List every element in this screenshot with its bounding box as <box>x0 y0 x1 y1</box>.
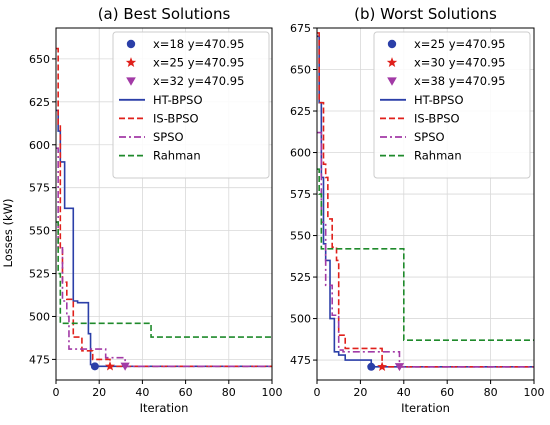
x-tick-label: 0 <box>53 386 60 399</box>
series-line-rahman <box>317 168 534 341</box>
x-tick-label: 100 <box>524 386 545 399</box>
legend-marker-2 <box>125 57 137 68</box>
legend-entry-label: IS-BPSO <box>153 111 199 125</box>
legend-entry-label: x=25 y=470.95 <box>414 37 505 51</box>
y-tick-label: 675 <box>290 22 311 35</box>
x-axis-label: Iteration <box>401 401 450 415</box>
series-line-rahman <box>56 221 272 338</box>
legend: x=25 y=470.95 x=30 y=470.95 x=38 y=470.95 H… <box>373 31 531 179</box>
legend-entry-label: x=30 y=470.95 <box>414 56 505 70</box>
legend-entry-label: x=38 y=470.95 <box>414 74 505 88</box>
legend-entry-label: SPSO <box>414 130 445 144</box>
data-point-marker-2 <box>377 361 388 372</box>
x-tick-label: 40 <box>397 386 411 399</box>
y-tick-label: 500 <box>290 313 311 326</box>
panel-title: (b) Worst Solutions <box>354 5 497 23</box>
plot-frame <box>55 27 273 381</box>
y-tick-label: 600 <box>290 147 311 160</box>
x-tick-label: 0 <box>314 386 321 399</box>
series-line-is-bpso <box>317 32 534 368</box>
legend-entry-label: x=32 y=470.95 <box>153 74 244 88</box>
y-tick-label: 650 <box>290 64 311 77</box>
legend: x=18 y=470.95 x=25 y=470.95 x=32 y=470.95 H… <box>112 31 270 179</box>
y-tick-label: 650 <box>29 53 50 66</box>
x-tick-label: 100 <box>262 386 283 399</box>
x-tick-label: 80 <box>222 386 236 399</box>
x-tick-label: 80 <box>484 386 498 399</box>
x-tick-label: 40 <box>135 386 149 399</box>
y-tick-label: 525 <box>29 268 50 281</box>
y-tick-label: 550 <box>29 225 50 238</box>
y-tick-label: 600 <box>29 139 50 152</box>
x-tick-label: 20 <box>92 386 106 399</box>
series-line-ht-bpso <box>317 35 534 368</box>
legend-marker-2 <box>386 57 398 68</box>
data-point-marker-2 <box>105 361 115 371</box>
data-point-marker-1 <box>90 362 99 371</box>
panel-worst: 0 20 40 60 80 100 475 500 525 550 575 600 625 650 675 (… <box>290 5 545 415</box>
x-axis-label: Iteration <box>140 401 189 415</box>
legend-entry-label: Rahman <box>153 149 201 163</box>
legend-entry-label: HT-BPSO <box>153 93 203 107</box>
panel-title: (a) Best Solutions <box>98 5 231 23</box>
data-point-marker-3 <box>120 362 130 371</box>
legend-entry-label: HT-BPSO <box>414 93 464 107</box>
y-axis-label: Losses (kW) <box>1 199 15 268</box>
legend-entry-label: x=18 y=470.95 <box>153 37 244 51</box>
legend-entry-label: Rahman <box>414 149 462 163</box>
panel-best: 0 20 40 60 80 100 475 500 525 550 575 600 625 650 (a) … <box>29 5 283 415</box>
y-tick-label: 475 <box>290 354 311 367</box>
y-tick-label: 525 <box>290 271 311 284</box>
x-tick-label: 60 <box>179 386 193 399</box>
plot-frame <box>316 27 535 381</box>
legend-marker-3 <box>126 77 136 86</box>
y-tick-label: 625 <box>290 105 311 118</box>
legend-entry-label: x=25 y=470.95 <box>153 56 244 70</box>
legend-marker-1 <box>387 39 397 49</box>
legend-box <box>373 31 531 179</box>
y-tick-label: 575 <box>290 188 311 201</box>
x-tick-label: 20 <box>353 386 367 399</box>
legend-entry-label: IS-BPSO <box>414 111 460 125</box>
data-point-marker-1 <box>367 362 376 371</box>
legend-marker-1 <box>126 39 136 49</box>
y-tick-label: 500 <box>29 310 50 323</box>
y-tick-label: 625 <box>29 96 50 109</box>
series-line-spso <box>56 147 272 368</box>
data-point-marker-3 <box>394 363 405 372</box>
legend-entry-label: SPSO <box>153 130 184 144</box>
series-line-is-bpso <box>56 47 272 368</box>
y-tick-label: 550 <box>290 230 311 243</box>
x-tick-label: 60 <box>440 386 454 399</box>
legend-marker-3 <box>387 77 397 86</box>
legend-box <box>112 31 270 179</box>
y-tick-label: 575 <box>29 182 50 195</box>
y-tick-label: 475 <box>29 353 50 366</box>
